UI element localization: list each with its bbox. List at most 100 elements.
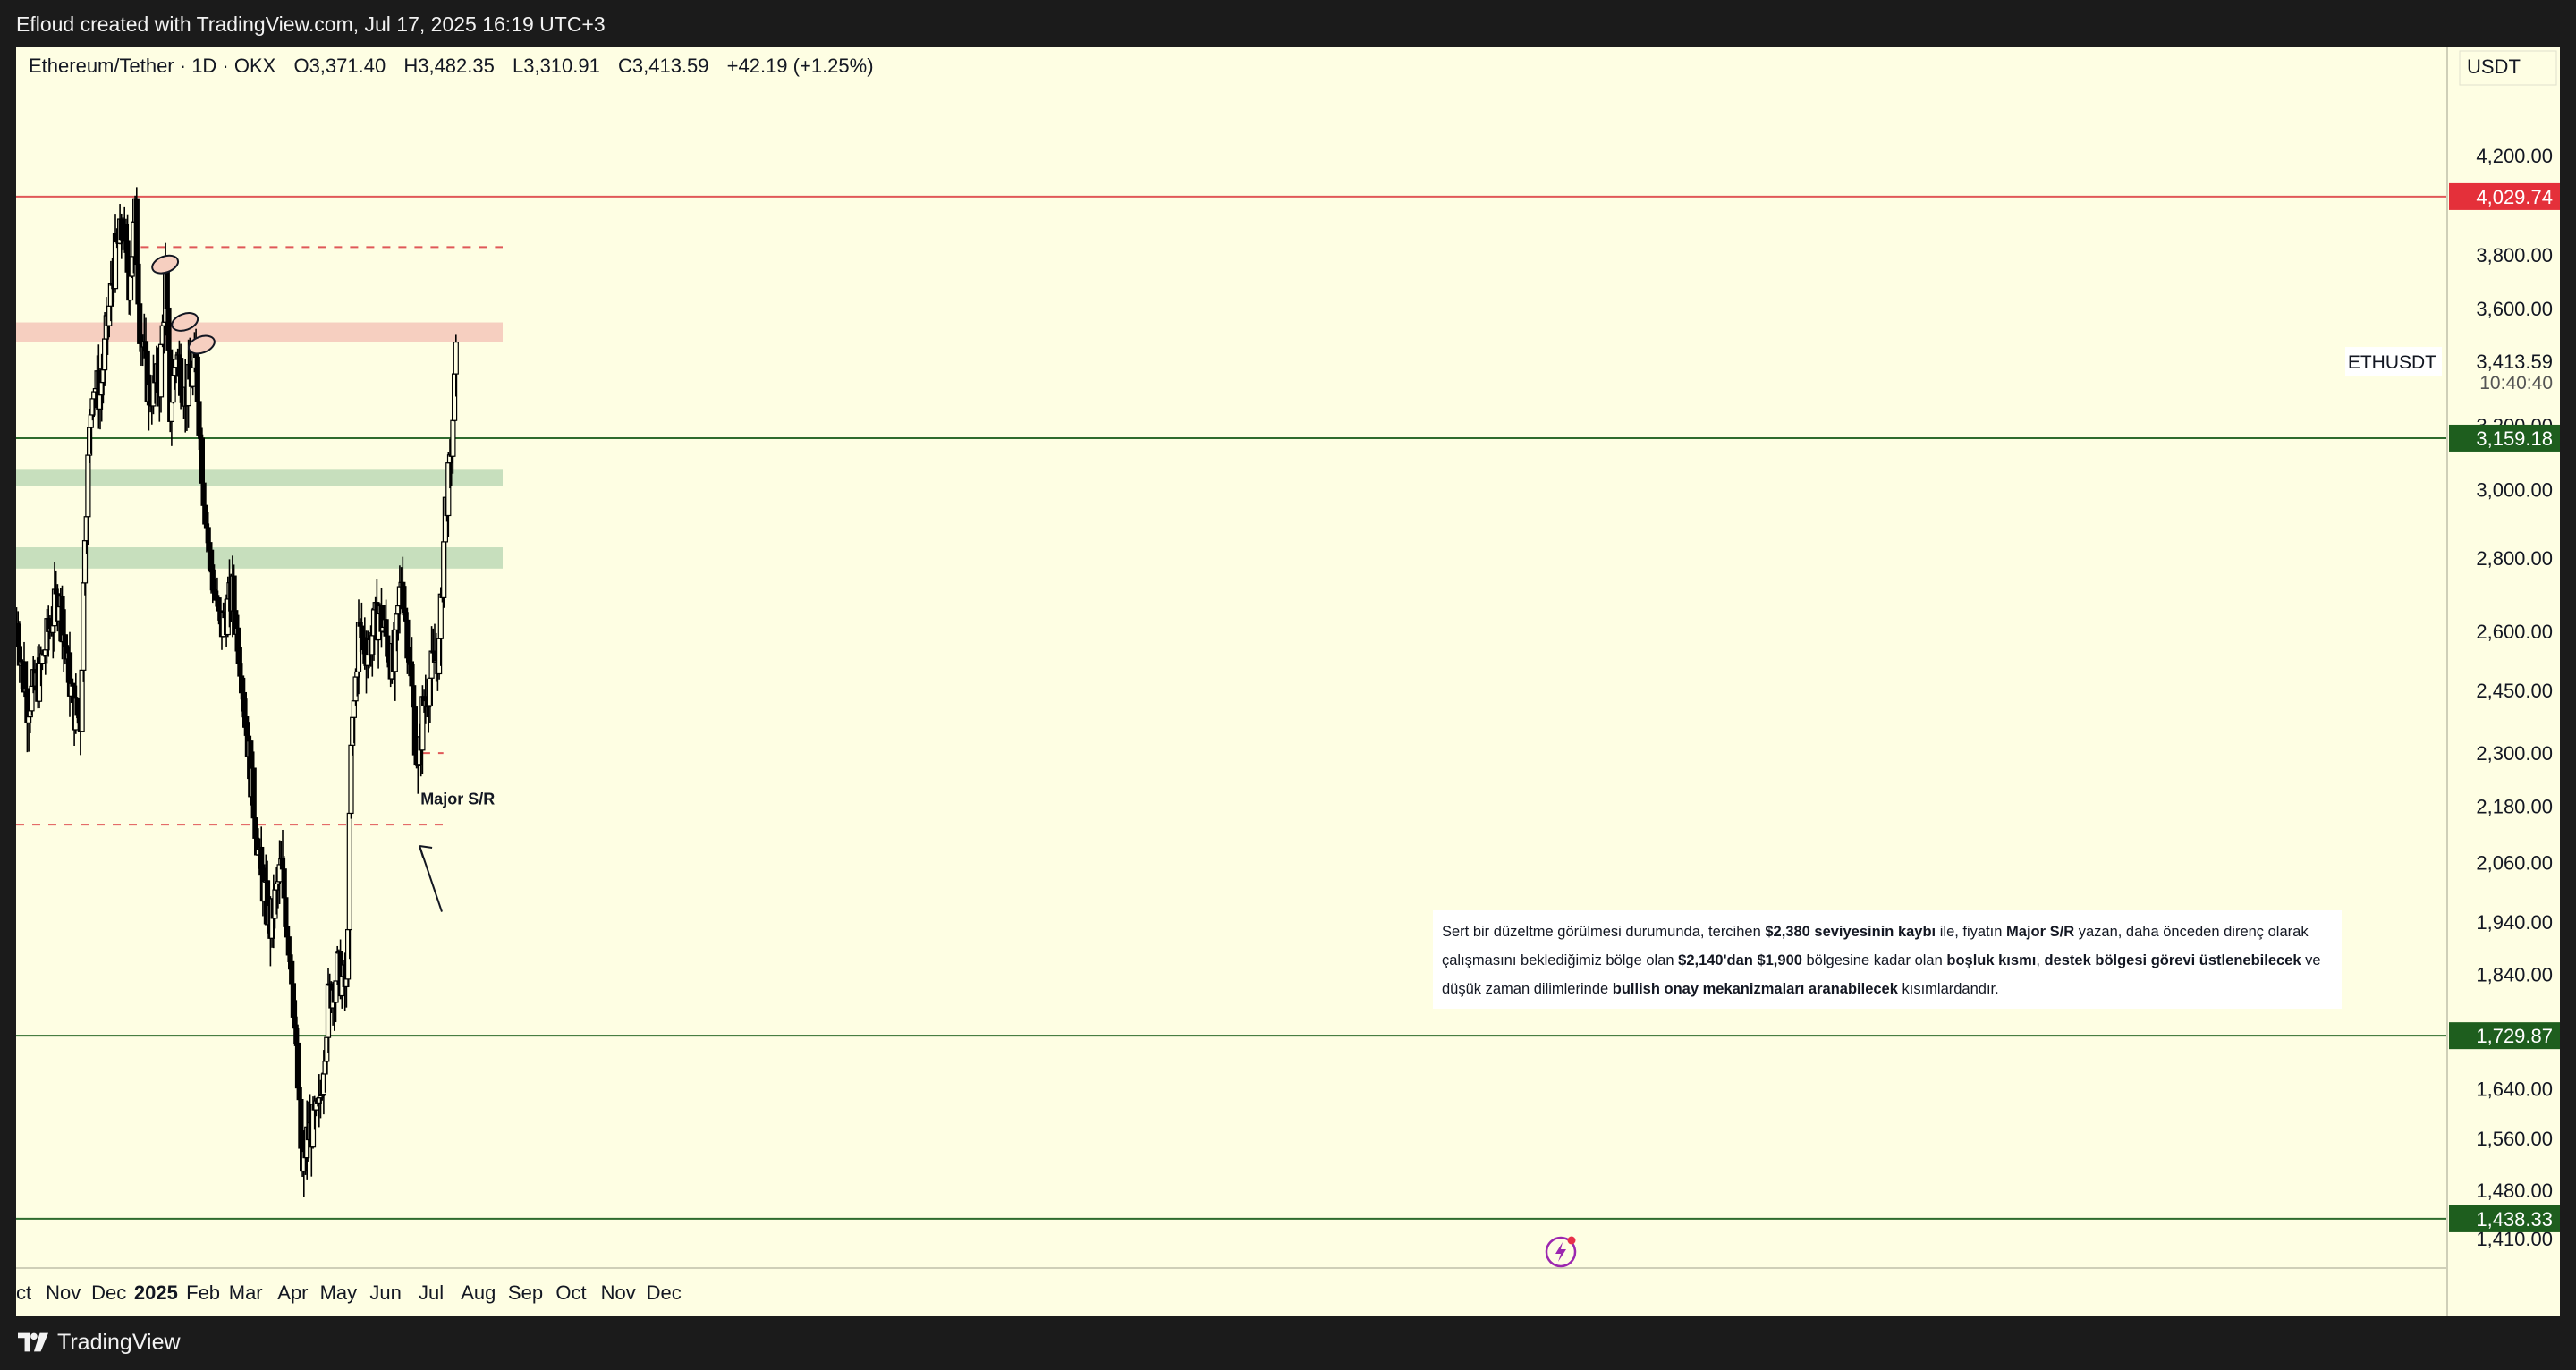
ohlc-legend: Ethereum/Tether · 1D · OKX O3,371.40 H3,… — [29, 55, 886, 78]
note-text: kısımlardandır. — [1897, 981, 1999, 997]
footer-bar — [0, 1316, 2576, 1370]
time-tick-label: Sep — [508, 1281, 543, 1304]
note-bold: bullish onay mekanizmaları aranabilecek — [1612, 981, 1898, 997]
time-tick-label: Nov — [46, 1281, 80, 1304]
candle-body — [157, 343, 165, 398]
attribution-text: Efloud created with TradingView.com, Jul… — [16, 13, 606, 36]
low-value: L3,310.91 — [512, 55, 600, 77]
price-badge — [2449, 1022, 2560, 1050]
price-tick-label: 3,800.00 — [2476, 244, 2553, 266]
open-value: O3,371.40 — [293, 55, 386, 77]
note-bold: destek bölgesi görevi üstlenebilecek — [2044, 952, 2301, 968]
price-tick-label: 1,480.00 — [2476, 1180, 2553, 1202]
price-chart[interactable]: Major S/R USDT 4,200.00 3,800.00 3,600.00 3,… — [16, 47, 2560, 1316]
time-tick-label: Aug — [461, 1281, 496, 1304]
price-badge-label: 1,729.87 — [2476, 1025, 2553, 1047]
price-tick-label: 1,640.00 — [2476, 1078, 2553, 1100]
brand-name: TradingView — [57, 1329, 181, 1355]
price-tick-label: 2,800.00 — [2476, 547, 2553, 570]
note-bold: $2,380 seviyesinin kaybı — [1765, 924, 1936, 940]
candle-body — [74, 698, 80, 716]
price-tick-label: 4,200.00 — [2476, 145, 2553, 167]
peak-marker — [187, 334, 216, 355]
price-tick-label: 1,840.00 — [2476, 964, 2553, 986]
candle-body — [453, 342, 459, 375]
time-tick-label: Mar — [229, 1281, 263, 1304]
price-tick-label: 2,180.00 — [2476, 796, 2553, 818]
time-tick-label: Apr — [277, 1281, 308, 1304]
close-value: C3,413.59 — [617, 55, 709, 77]
analysis-note: Sert bir düzeltme görülmesi durumunda, t… — [1433, 910, 2342, 1009]
price-tick-label: 1,940.00 — [2476, 911, 2553, 934]
price-badge — [2449, 182, 2560, 210]
price-badge-label: 3,159.18 — [2476, 427, 2553, 450]
time-tick-label: Jun — [369, 1281, 401, 1304]
levels-layer — [16, 195, 2447, 1220]
candle-body — [450, 419, 456, 457]
last-price-label: 3,413.59 — [2476, 351, 2553, 373]
note-text: bölgesine kadar olan — [1801, 952, 1947, 968]
candle-body — [199, 437, 205, 484]
change-value: +42.19 (+1.25%) — [726, 55, 874, 77]
time-tick-label: May — [320, 1281, 358, 1304]
peak-marker — [151, 254, 180, 275]
candle-body — [127, 275, 134, 301]
candle-body — [243, 716, 250, 728]
price-tick-label: 2,600.00 — [2476, 621, 2553, 643]
price-tick-label: 1,560.00 — [2476, 1128, 2553, 1150]
note-text: ile, fiyatın — [1936, 924, 2007, 940]
currency-box — [2459, 50, 2557, 86]
price-badge — [2449, 1205, 2560, 1232]
price-tick-label: 2,450.00 — [2476, 680, 2553, 702]
time-tick-label: Dec — [647, 1281, 682, 1304]
note-text: , — [2036, 952, 2045, 968]
annotations-layer: Major S/R — [151, 254, 495, 912]
price-badge-label: 4,029.74 — [2476, 186, 2553, 208]
tradingview-logo[interactable]: TradingView — [18, 1329, 181, 1356]
time-tick-label: Jul — [419, 1281, 444, 1304]
support-zone — [16, 547, 503, 569]
attribution-bar: Efloud created with TradingView.com, Jul… — [0, 0, 2576, 47]
candle-body — [404, 619, 411, 659]
note-bold: $2,140'dan $1,900 — [1678, 952, 1802, 968]
candle-body — [165, 307, 172, 351]
high-value: H3,482.35 — [403, 55, 495, 77]
time-axis-layer: Oct Nov Dec 2025 Feb Mar Apr May Jun Jul Aug Sep Oct… — [16, 1281, 682, 1304]
candle-body — [168, 402, 174, 422]
arrow-head — [419, 845, 433, 858]
symbol-label[interactable]: Ethereum/Tether · 1D · OKX — [29, 55, 276, 77]
resistance-zone — [16, 322, 503, 342]
price-badge-label: 1,438.33 — [2476, 1208, 2553, 1230]
tradingview-icon — [18, 1332, 48, 1352]
price-badge — [2449, 424, 2560, 452]
symbol-tag: ETHUSDT — [2348, 352, 2436, 373]
chart-area[interactable]: Major S/R USDT 4,200.00 3,800.00 3,600.00 3,… — [16, 47, 2560, 1316]
price-tick-label: 3,600.00 — [2476, 298, 2553, 320]
symbol-box — [2345, 347, 2442, 376]
candle-body — [290, 983, 296, 1018]
countdown-label: 10:40:40 — [2479, 373, 2553, 393]
note-bold: Major S/R — [2006, 924, 2075, 940]
candle-body — [346, 812, 352, 931]
price-tick-label: 3,000.00 — [2476, 478, 2553, 501]
time-tick-label: Oct — [555, 1281, 586, 1304]
time-tick-label: Dec — [91, 1281, 126, 1304]
candles-layer — [16, 187, 459, 1197]
lightning-icon[interactable] — [1545, 1234, 1579, 1268]
time-tick-label: Nov — [601, 1281, 636, 1304]
time-tick-label: 2025 — [134, 1281, 178, 1304]
currency-label: USDT — [2467, 55, 2521, 78]
note-text: yazan, daha önceden direnç olarak çalışm… — [1442, 924, 2309, 968]
peak-marker — [171, 312, 199, 332]
last-price-box — [2449, 347, 2560, 393]
candle-body — [80, 582, 87, 671]
support-zone — [16, 469, 503, 486]
price-tick-label: 2,300.00 — [2476, 742, 2553, 765]
time-tick-label: Oct — [16, 1281, 31, 1304]
note-bold: boşluk kısmı — [1946, 952, 2037, 968]
time-tick-label: Feb — [186, 1281, 220, 1304]
price-tick-label: 2,060.00 — [2476, 851, 2553, 874]
note-text: Sert bir düzeltme görülmesi durumunda, t… — [1442, 924, 1766, 940]
candle-body — [85, 454, 91, 518]
major-sr-label: Major S/R — [420, 791, 495, 808]
